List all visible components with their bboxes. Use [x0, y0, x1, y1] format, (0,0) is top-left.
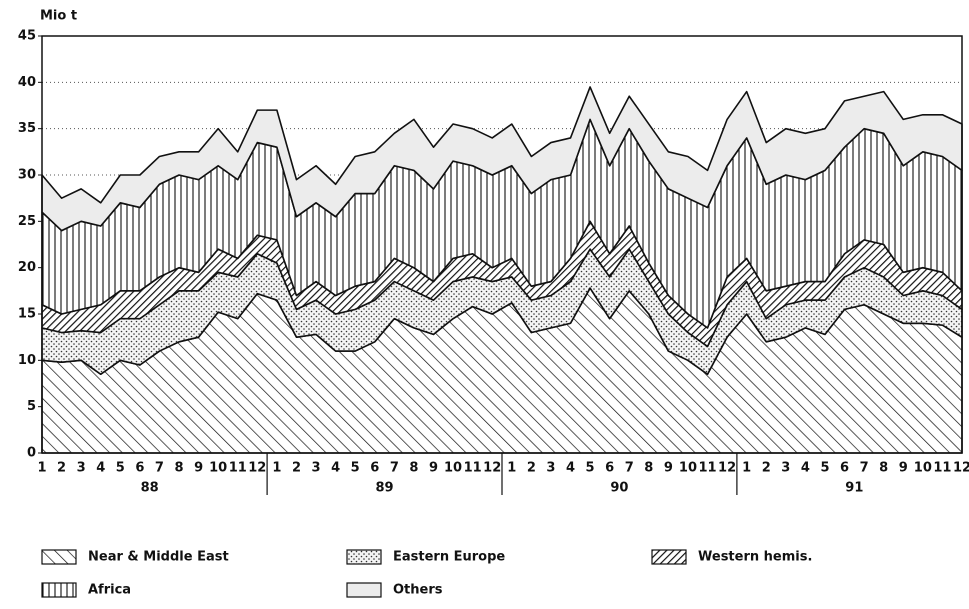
- legend-swatch: [41, 549, 77, 565]
- y-tick-label: 35: [18, 121, 36, 136]
- y-tick-label: 10: [18, 353, 36, 368]
- x-tick-label: 2: [292, 461, 301, 476]
- x-tick-label: 4: [331, 461, 340, 476]
- x-tick-label: 9: [194, 461, 203, 476]
- x-tick-label: 5: [116, 461, 125, 476]
- legend-swatch: [41, 582, 77, 598]
- legend-label: Eastern Europe: [393, 550, 505, 565]
- x-tick-label: 10: [914, 461, 932, 476]
- x-tick-label: 4: [566, 461, 575, 476]
- legend-label: Others: [393, 583, 443, 598]
- x-tick-label: 6: [605, 461, 614, 476]
- x-tick-label: 4: [801, 461, 810, 476]
- x-tick-label: 1: [272, 461, 281, 476]
- x-tick-label: 3: [77, 461, 86, 476]
- x-tick-label: 3: [781, 461, 790, 476]
- x-tick-label: 6: [135, 461, 144, 476]
- x-tick-label: 11: [698, 461, 716, 476]
- x-tick-label: 11: [933, 461, 951, 476]
- x-tick-label: 3: [312, 461, 321, 476]
- x-tick-label: 5: [586, 461, 595, 476]
- x-tick-label: 1: [37, 461, 46, 476]
- y-tick-label: 0: [27, 446, 36, 461]
- year-label: 89: [376, 481, 394, 496]
- y-tick-label: 40: [18, 75, 36, 90]
- x-tick-label: 8: [644, 461, 653, 476]
- x-tick-label: 9: [429, 461, 438, 476]
- year-label: 91: [845, 481, 863, 496]
- x-tick-label: 8: [174, 461, 183, 476]
- x-tick-label: 9: [664, 461, 673, 476]
- year-label: 88: [141, 481, 159, 496]
- x-tick-label: 7: [390, 461, 399, 476]
- x-tick-label: 12: [483, 461, 501, 476]
- x-tick-label: 10: [444, 461, 462, 476]
- x-tick-label: 5: [820, 461, 829, 476]
- x-tick-label: 1: [742, 461, 751, 476]
- x-tick-label: 3: [546, 461, 555, 476]
- y-tick-label: 15: [18, 307, 36, 322]
- legend-swatch: [346, 582, 382, 598]
- x-tick-label: 2: [762, 461, 771, 476]
- y-tick-label: 5: [27, 399, 36, 414]
- y-tick-label: 45: [18, 29, 36, 44]
- x-tick-label: 11: [464, 461, 482, 476]
- x-tick-label: 10: [209, 461, 227, 476]
- x-tick-label: 8: [409, 461, 418, 476]
- x-tick-label: 7: [625, 461, 634, 476]
- y-axis-label: Mio t: [40, 9, 77, 24]
- x-tick-label: 8: [879, 461, 888, 476]
- y-tick-label: 30: [18, 168, 36, 183]
- x-tick-label: 10: [679, 461, 697, 476]
- legend-label: Near & Middle East: [88, 550, 229, 565]
- x-tick-label: 12: [953, 461, 969, 476]
- x-tick-label: 11: [229, 461, 247, 476]
- year-label: 90: [610, 481, 628, 496]
- x-tick-label: 6: [840, 461, 849, 476]
- x-tick-label: 7: [155, 461, 164, 476]
- x-tick-label: 12: [248, 461, 266, 476]
- legend-label: Africa: [88, 583, 131, 598]
- legend-label: Western hemis.: [698, 550, 812, 565]
- x-tick-label: 2: [57, 461, 66, 476]
- legend-swatch: [346, 549, 382, 565]
- x-tick-label: 5: [351, 461, 360, 476]
- x-tick-label: 4: [96, 461, 105, 476]
- x-tick-label: 9: [899, 461, 908, 476]
- x-tick-label: 12: [718, 461, 736, 476]
- legend-swatch: [651, 549, 687, 565]
- y-tick-label: 25: [18, 214, 36, 229]
- x-tick-label: 2: [527, 461, 536, 476]
- x-tick-label: 1: [507, 461, 516, 476]
- x-tick-label: 7: [860, 461, 869, 476]
- x-tick-label: 6: [370, 461, 379, 476]
- y-tick-label: 20: [18, 260, 36, 275]
